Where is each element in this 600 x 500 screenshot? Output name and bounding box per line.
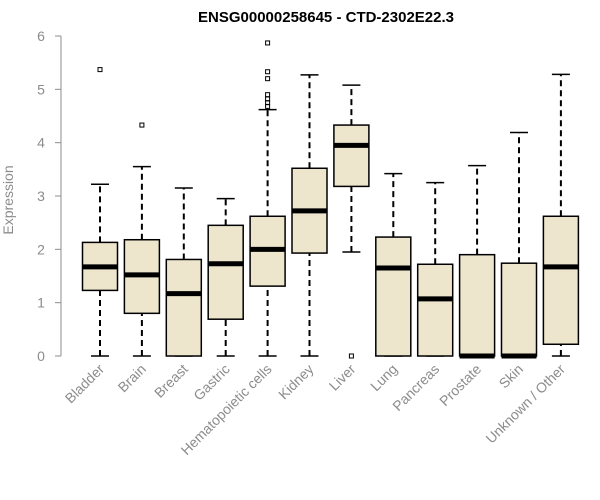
iqr-box <box>375 236 412 357</box>
y-tick-label: 4 <box>37 135 45 151</box>
iqr-box <box>416 263 454 357</box>
outlier-point <box>265 40 271 46</box>
x-category-label: Lung <box>367 361 400 394</box>
x-category-label: Kidney <box>275 361 317 403</box>
box-kidney <box>291 74 328 357</box>
box-unknown-other <box>542 73 580 357</box>
box-breast <box>165 187 203 357</box>
box-hematopoietic-cells <box>249 40 286 357</box>
y-tick-label: 6 <box>37 28 45 44</box>
box-brain <box>123 122 161 357</box>
chart-title: ENSG00000258645 - CTD-2302E22.3 <box>198 9 454 26</box>
x-category-label: Liver <box>326 361 359 394</box>
x-category-label: Brain <box>115 361 149 395</box>
outlier-point <box>265 92 271 98</box>
outlier-point <box>348 353 354 359</box>
iqr-box <box>333 124 370 188</box>
box-bladder <box>81 67 119 357</box>
y-tick-label: 5 <box>37 81 45 97</box>
y-axis-label: Expression <box>0 165 16 234</box>
outlier-point <box>265 76 271 82</box>
y-tick-label: 2 <box>37 241 45 257</box>
iqr-box <box>458 253 496 357</box>
y-tick-label: 0 <box>37 348 45 364</box>
iqr-box <box>542 215 580 346</box>
box-prostate <box>458 164 496 359</box>
iqr-box <box>207 224 244 320</box>
y-tick-label: 1 <box>37 295 45 311</box>
iqr-box <box>500 262 538 357</box>
iqr-box <box>165 258 203 357</box>
box-pancreas <box>416 181 454 357</box>
x-category-label: Breast <box>151 361 191 401</box>
x-category-label: Skin <box>496 361 527 392</box>
x-category-label: Bladder <box>62 361 108 407</box>
x-category-label: Prostate <box>436 361 484 409</box>
x-category-label: Pancreas <box>389 361 442 414</box>
box-lung <box>375 172 412 357</box>
box-skin <box>500 131 538 359</box>
y-axis: 0 1 2 3 4 5 6 <box>37 28 62 364</box>
y-tick-label: 3 <box>37 188 45 204</box>
boxes-group <box>81 40 580 359</box>
box-gastric <box>207 197 244 357</box>
box-liver <box>333 84 370 359</box>
x-category-label: Unknown / Other <box>482 361 568 447</box>
outlier-point <box>139 122 145 128</box>
outlier-point <box>97 67 103 73</box>
outlier-point <box>265 69 271 75</box>
